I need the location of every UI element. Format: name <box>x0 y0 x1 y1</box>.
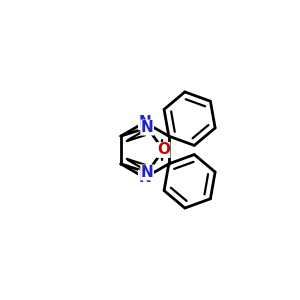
Text: N: N <box>141 165 154 180</box>
Text: N: N <box>138 115 151 130</box>
Text: O: O <box>157 142 170 158</box>
Text: N: N <box>141 120 154 135</box>
Text: N: N <box>138 170 151 185</box>
